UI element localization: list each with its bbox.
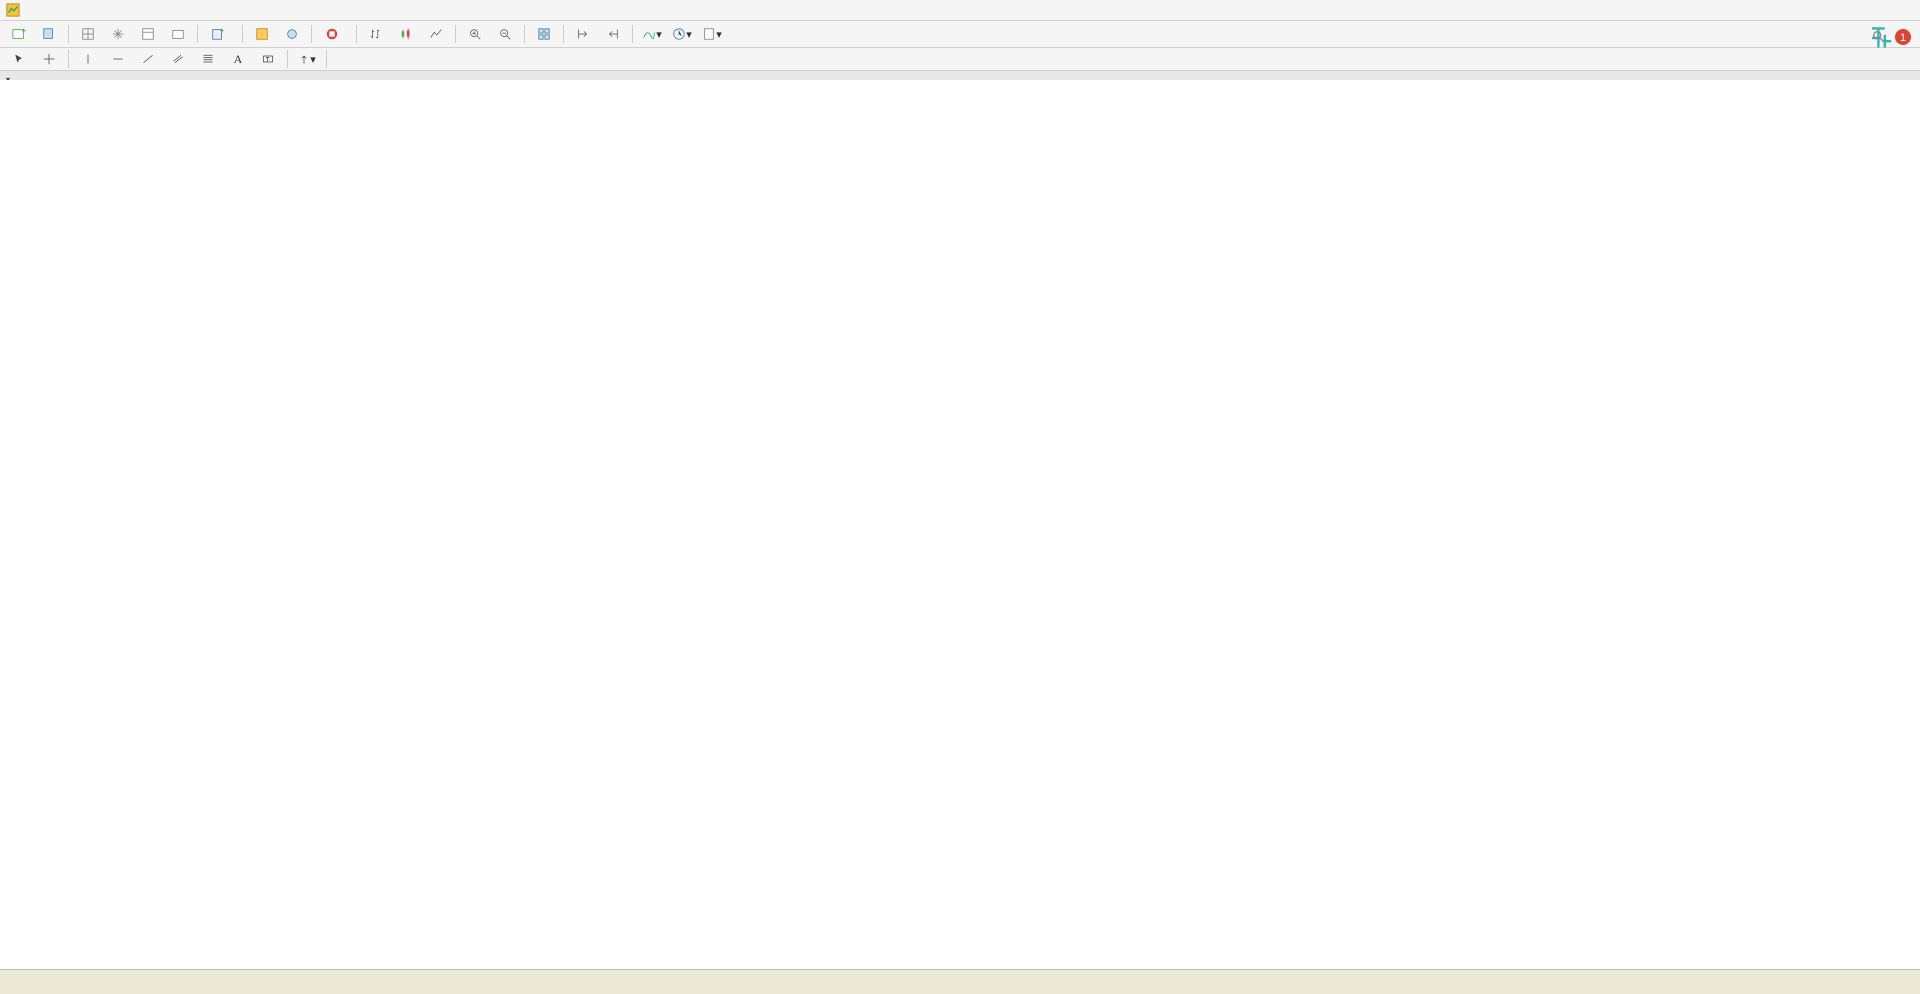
toolbar-main: + + ▾ ▾ ▾	[0, 21, 1920, 48]
bar-chart-button[interactable]	[362, 23, 390, 45]
trendline-button[interactable]	[134, 48, 162, 70]
indicators-button[interactable]: ▾	[638, 23, 666, 45]
periodicity-button[interactable]: ▾	[668, 23, 696, 45]
candlestick-chart[interactable]	[0, 80, 1920, 970]
svg-text:+: +	[22, 27, 26, 35]
window-max-button[interactable]	[1874, 2, 1892, 16]
zoom-in-button[interactable]	[461, 23, 489, 45]
metaeditor-button[interactable]	[248, 23, 276, 45]
profiles-button[interactable]	[35, 23, 63, 45]
toolbar-separator	[287, 50, 288, 68]
new-chart-button[interactable]: +	[5, 23, 33, 45]
candle-chart-button[interactable]	[392, 23, 420, 45]
menu-help[interactable]	[120, 8, 136, 12]
toolbar-separator	[68, 50, 69, 68]
text-button[interactable]: A	[224, 48, 252, 70]
app-icon	[6, 3, 20, 17]
crosshair-button[interactable]	[35, 48, 63, 70]
terminal-button[interactable]	[164, 23, 192, 45]
new-order-button[interactable]: +	[203, 23, 237, 45]
fibonacci-button[interactable]	[194, 48, 222, 70]
vertical-line-button[interactable]	[74, 48, 102, 70]
templates-button[interactable]: ▾	[698, 23, 726, 45]
data-window-button[interactable]	[134, 23, 162, 45]
horizontal-line-button[interactable]	[104, 48, 132, 70]
toolbar-separator	[197, 25, 198, 43]
svg-text:T: T	[266, 57, 270, 63]
svg-text:+: +	[220, 27, 225, 35]
channel-button[interactable]	[164, 48, 192, 70]
svg-text:1: 1	[1900, 32, 1906, 44]
arrows-button[interactable]: ▾	[293, 48, 321, 70]
text-label-button[interactable]: T	[254, 48, 282, 70]
options-button[interactable]	[278, 23, 306, 45]
toolbar-draw: A T ▾	[0, 48, 1920, 71]
menu-view[interactable]	[40, 8, 56, 12]
menu-file[interactable]	[24, 8, 40, 12]
menu-window[interactable]	[104, 8, 120, 12]
notifications-icon[interactable]: 1	[1894, 28, 1912, 46]
chart-area[interactable]	[0, 80, 1920, 970]
toolbar-separator	[524, 25, 525, 43]
menu-tools[interactable]	[88, 8, 104, 12]
menu-charts[interactable]	[72, 8, 88, 12]
toolbar-separator	[311, 25, 312, 43]
zoom-out-button[interactable]	[491, 23, 519, 45]
toolbar-separator	[632, 25, 633, 43]
market-watch-button[interactable]	[74, 23, 102, 45]
cursor-button[interactable]	[5, 48, 33, 70]
navigator-button[interactable]	[104, 23, 132, 45]
search-icon[interactable]	[1872, 30, 1886, 44]
toolbar-separator	[356, 25, 357, 43]
window-buttons	[1848, 0, 1918, 18]
auto-scroll-button[interactable]	[599, 23, 627, 45]
window-min-button[interactable]	[1852, 2, 1870, 16]
autotrading-button[interactable]	[317, 23, 351, 45]
shift-end-button[interactable]	[569, 23, 597, 45]
tile-windows-button[interactable]	[530, 23, 558, 45]
window-close-button[interactable]	[1896, 2, 1914, 16]
chart-tabs	[0, 969, 1920, 994]
line-chart-button[interactable]	[422, 23, 450, 45]
menu-insert[interactable]	[56, 8, 72, 12]
menubar	[0, 0, 1920, 21]
toolbar-separator	[455, 25, 456, 43]
toolbar-separator	[242, 25, 243, 43]
toolbar-separator	[68, 25, 69, 43]
toolbar-separator	[563, 25, 564, 43]
toolbar-separator	[326, 50, 327, 68]
app-root: + + ▾ ▾ ▾	[0, 0, 1920, 994]
